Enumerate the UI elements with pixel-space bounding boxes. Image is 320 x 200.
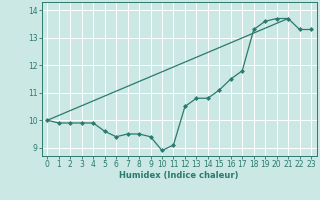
X-axis label: Humidex (Indice chaleur): Humidex (Indice chaleur) xyxy=(119,171,239,180)
